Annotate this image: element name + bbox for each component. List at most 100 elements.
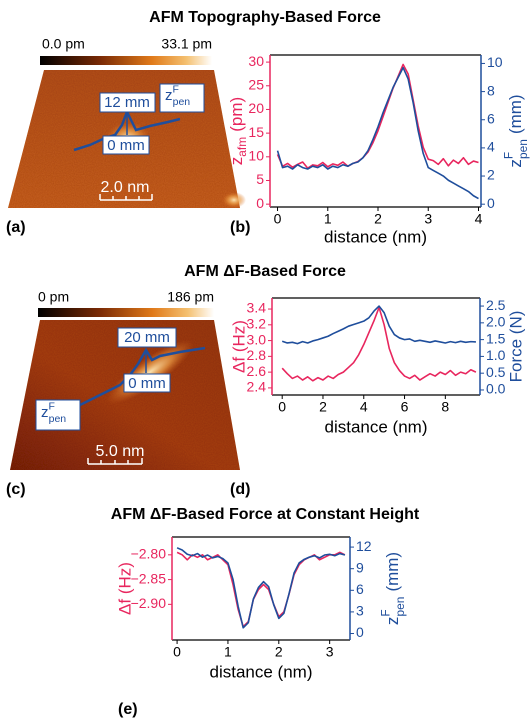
y2-tick-label: 2.5	[486, 297, 506, 313]
x-tick-label: 2	[319, 399, 327, 415]
y-tick-label: 3.2	[247, 316, 267, 332]
x-tick-label: 0	[173, 644, 181, 660]
y-tick-label: −2.90	[131, 595, 167, 611]
y-tick-label: 20	[248, 100, 264, 116]
panel-label: (c)	[6, 481, 26, 498]
section-title: AFM ΔF-Based Force at Constant Height	[111, 506, 420, 523]
afm-feature	[222, 192, 246, 208]
scale-bar	[99, 194, 153, 201]
label-sup: F	[501, 152, 515, 159]
x-tick-label: 6	[401, 399, 409, 415]
x-axis-label: distance (nm)	[325, 417, 428, 436]
y-tick-label: 30	[248, 53, 264, 69]
x-tick-label: 2	[275, 644, 283, 660]
y-tick-label: −2.80	[131, 546, 167, 562]
y2-axis-label: zFpen (mm)	[378, 552, 406, 625]
label-sub: pen	[173, 96, 191, 108]
colorbar-max: 33.1 pm	[161, 36, 212, 52]
x-tick-label: 1	[324, 211, 332, 227]
data-line	[281, 306, 477, 382]
colorbar-min: 0.0 pm	[42, 36, 85, 52]
colorbar	[40, 56, 212, 65]
section-title: AFM ΔF-Based Force	[184, 263, 346, 280]
y-tick-label: 3.4	[247, 300, 267, 316]
y2-tick-label: 1.0	[486, 347, 506, 363]
x-tick-label: 4	[475, 211, 483, 227]
data-line	[176, 547, 346, 629]
x-axis-label: distance (nm)	[324, 227, 427, 246]
annotation-box	[102, 135, 150, 155]
y2-tick-label: 4	[487, 139, 495, 155]
annotation-box	[123, 373, 171, 393]
y2-tick-label: 1.5	[486, 330, 506, 346]
label-sub: pen	[49, 413, 67, 425]
profile-line	[79, 346, 206, 407]
y2-axis-label: zFpen (mm)	[501, 94, 529, 167]
annotation: 20 mm	[124, 329, 170, 346]
y2-tick-label: 10	[487, 54, 503, 70]
annotation-box	[117, 327, 177, 348]
y2-tick-label: 9	[356, 559, 364, 575]
annotation: zF pen	[41, 400, 66, 425]
y2-tick-label: 0	[356, 624, 364, 640]
y2-tick-label: 12	[356, 538, 372, 554]
y-tick-label: 3.0	[247, 331, 267, 347]
label-sup: F	[49, 400, 55, 412]
annotation-box	[99, 92, 156, 113]
label-main: z	[506, 159, 525, 168]
y-tick-label: 10	[248, 148, 264, 164]
colorbar	[38, 308, 214, 317]
data-line	[276, 66, 479, 200]
label-sub: pen	[393, 597, 407, 617]
annotation: 0 mm	[107, 137, 145, 154]
label-sub: afm	[235, 137, 249, 157]
y2-tick-label: 0.5	[486, 364, 506, 380]
y2-tick-label: 6	[487, 110, 495, 126]
panel-label: (d)	[230, 481, 250, 498]
x-axis-label: distance (nm)	[210, 662, 313, 681]
colorbar-max: 186 pm	[167, 289, 214, 305]
label-rest: (mm)	[506, 94, 525, 134]
data-line	[281, 305, 476, 345]
annotation-box	[159, 83, 205, 113]
y-tick-label: −2.85	[131, 570, 167, 586]
y-tick-label: 15	[248, 124, 264, 140]
x-tick-label: 0	[278, 399, 286, 415]
afm-image-a: 0.0 pm 33.1 pm 12 mm 0 mm zF pen 2.0 nm	[8, 36, 246, 208]
y-tick-label: 2.8	[247, 347, 267, 363]
y-axis-label: zafm (pm)	[227, 97, 249, 165]
y-tick-label: 2.6	[247, 363, 267, 379]
y2-axis-label: Force (N)	[506, 311, 525, 383]
label-main: z	[227, 157, 246, 166]
y2-tick-label: 8	[487, 82, 495, 98]
panel-label: (b)	[230, 219, 250, 236]
data-line	[176, 551, 346, 628]
panel-label: (a)	[6, 219, 26, 236]
y2-tick-label: 3	[356, 603, 364, 619]
x-tick-label: 1	[224, 644, 232, 660]
y-axis-label: Δf (Hz)	[229, 320, 248, 373]
y2-tick-label: 0	[487, 195, 495, 211]
y-tick-label: 0	[256, 195, 264, 211]
y-tick-label: 5	[256, 171, 264, 187]
label-main: z	[165, 87, 173, 104]
scale-bar	[87, 458, 143, 465]
panel-label: (e)	[118, 701, 138, 718]
y-tick-label: 2.4	[247, 379, 267, 395]
annotation: 0 mm	[128, 375, 166, 392]
y2-tick-label: 6	[356, 581, 364, 597]
colorbar-min: 0 pm	[38, 289, 69, 305]
x-tick-label: 2	[374, 211, 382, 227]
annotation: 12 mm	[104, 94, 150, 111]
y2-tick-label: 2.0	[486, 314, 506, 330]
x-tick-label: 8	[441, 399, 449, 415]
y-axis-label: Δf (Hz)	[115, 562, 134, 615]
label-rest: (mm)	[383, 552, 402, 592]
data-line	[276, 63, 479, 169]
label-sub: pen	[516, 139, 530, 159]
scale-bar-label: 5.0 nm	[96, 443, 145, 460]
annotation-box	[35, 399, 81, 431]
x-tick-label: 3	[326, 644, 334, 660]
